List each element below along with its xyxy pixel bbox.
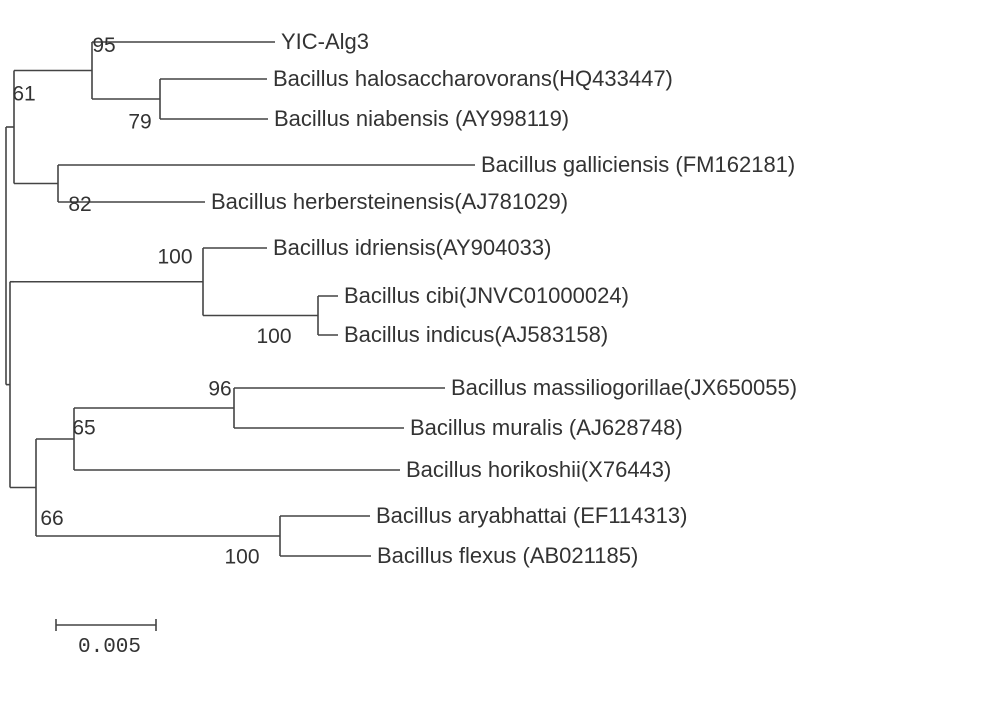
leaf-label: Bacillus indicus(AJ583158) (344, 322, 608, 347)
bootstrap-value: 82 (68, 193, 91, 216)
leaf-label: Bacillus halosaccharovorans(HQ433447) (273, 66, 673, 91)
bootstrap-labels: 79 95 82 61 100 100 96 65 100 66 (12, 34, 291, 569)
scale-bar-label: 0.005 (78, 636, 141, 659)
scale-bar: 0.005 (56, 619, 156, 659)
bootstrap-value: 100 (157, 245, 192, 268)
leaf-label: Bacillus horikoshii(X76443) (406, 457, 671, 482)
bootstrap-value: 100 (256, 325, 291, 348)
leaf-label: Bacillus herbersteinensis(AJ781029) (211, 189, 568, 214)
bootstrap-value: 66 (40, 507, 63, 530)
leaf-labels: YIC-Alg3 Bacillus halosaccharovorans(HQ43… (211, 29, 797, 568)
bootstrap-value: 61 (12, 83, 35, 106)
leaf-label: Bacillus massiliogorillae(JX650055) (451, 375, 797, 400)
leaf-label: Bacillus flexus (AB021185) (377, 543, 638, 568)
leaf-label: Bacillus muralis (AJ628748) (410, 415, 683, 440)
leaf-label: Bacillus cibi(JNVC01000024) (344, 283, 629, 308)
bootstrap-value: 95 (92, 34, 115, 57)
leaf-label: Bacillus idriensis(AY904033) (273, 235, 551, 260)
bootstrap-value: 96 (208, 378, 231, 401)
bootstrap-value: 100 (224, 546, 259, 569)
phylogenetic-tree: YIC-Alg3 Bacillus halosaccharovorans(HQ43… (0, 0, 1000, 716)
leaf-label: Bacillus niabensis (AY998119) (274, 106, 569, 131)
leaf-label: YIC-Alg3 (281, 29, 369, 54)
leaf-label: Bacillus galliciensis (FM162181) (481, 152, 795, 177)
leaf-label: Bacillus aryabhattai (EF114313) (376, 503, 687, 528)
bootstrap-value: 65 (72, 417, 95, 440)
bootstrap-value: 79 (128, 111, 151, 134)
